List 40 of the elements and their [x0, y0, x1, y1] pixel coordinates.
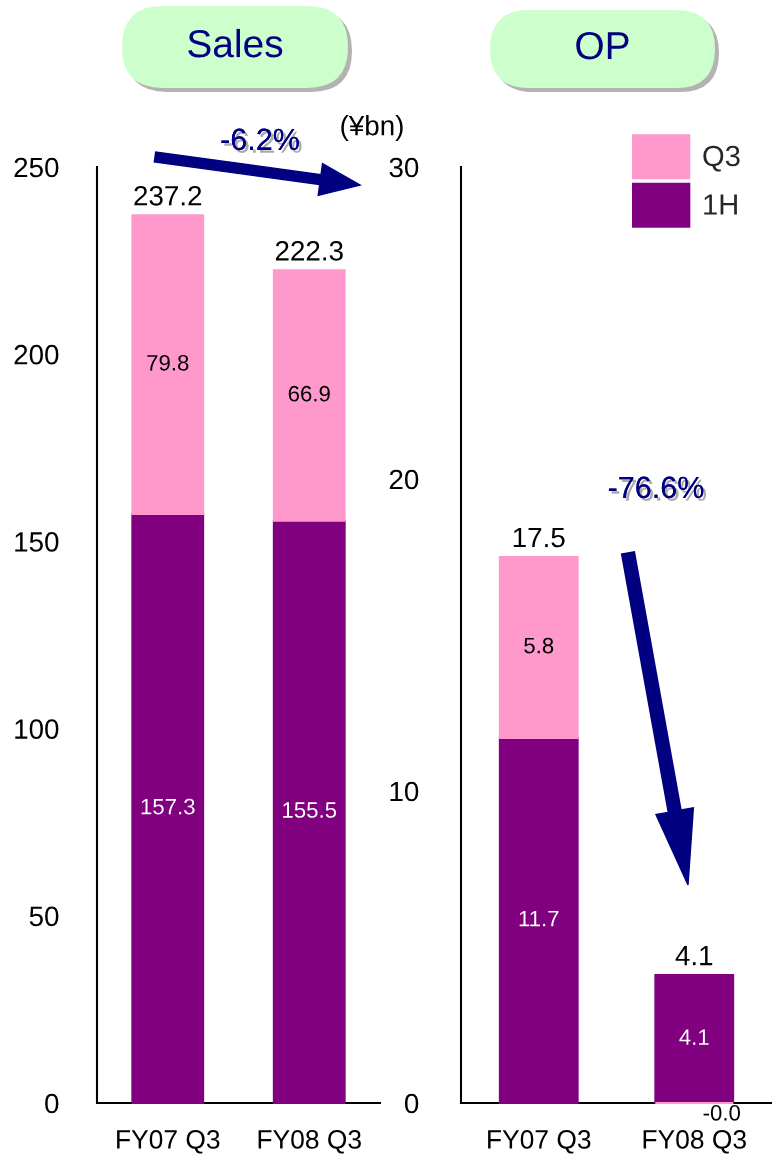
- y-tick-label: 0: [404, 1093, 419, 1114]
- bar: [131, 214, 205, 516]
- y-tick-label: 50: [29, 906, 59, 927]
- bar: [498, 555, 579, 739]
- total-label: 17.5: [513, 527, 565, 548]
- y-tick-label: 0: [45, 1093, 59, 1114]
- chart-title: Sales: [188, 28, 283, 58]
- legend-label: 1H: [704, 194, 737, 215]
- y-tick-label: 150: [15, 532, 59, 552]
- legend-label: Q3: [703, 145, 740, 172]
- bar: [272, 269, 346, 522]
- y-tick-label: 10: [390, 781, 419, 802]
- x-tick-label: FY08 Q3: [258, 1130, 361, 1154]
- data-label: 79.8: [147, 354, 189, 371]
- y-tick-label: 100: [15, 719, 59, 739]
- data-label: 157.3: [141, 798, 195, 815]
- data-label: 5.8: [524, 637, 554, 654]
- x-tick-label: FY08 Q3: [643, 1130, 746, 1154]
- y-tick-label: 250: [14, 157, 59, 178]
- x-tick-label: FY07 Q3: [488, 1130, 591, 1154]
- x-tick-label: FY07 Q3: [117, 1130, 220, 1154]
- data-label: 4.1: [679, 1029, 709, 1045]
- y-tick-label: 200: [14, 344, 59, 365]
- total-label: 222.3: [275, 241, 343, 261]
- bar: [654, 974, 735, 1105]
- bar: [498, 736, 579, 1105]
- data-label: 66.9: [288, 385, 330, 402]
- bar: [272, 519, 346, 1105]
- total-label: 237.2: [134, 185, 202, 206]
- data-label: 11.7: [519, 910, 559, 927]
- total-label: 4.1: [675, 946, 713, 966]
- chart-title: OP: [576, 31, 629, 60]
- annotation: -76.6%: [608, 476, 707, 501]
- data-label: 155.5: [283, 802, 337, 818]
- text: (¥bn): [341, 115, 403, 141]
- y-tick-label: 30: [389, 157, 419, 178]
- text: -6.2%: [221, 128, 302, 153]
- annotation: -0.0: [703, 1104, 741, 1121]
- y-tick-label: 20: [389, 469, 419, 490]
- bar: [131, 513, 205, 1105]
